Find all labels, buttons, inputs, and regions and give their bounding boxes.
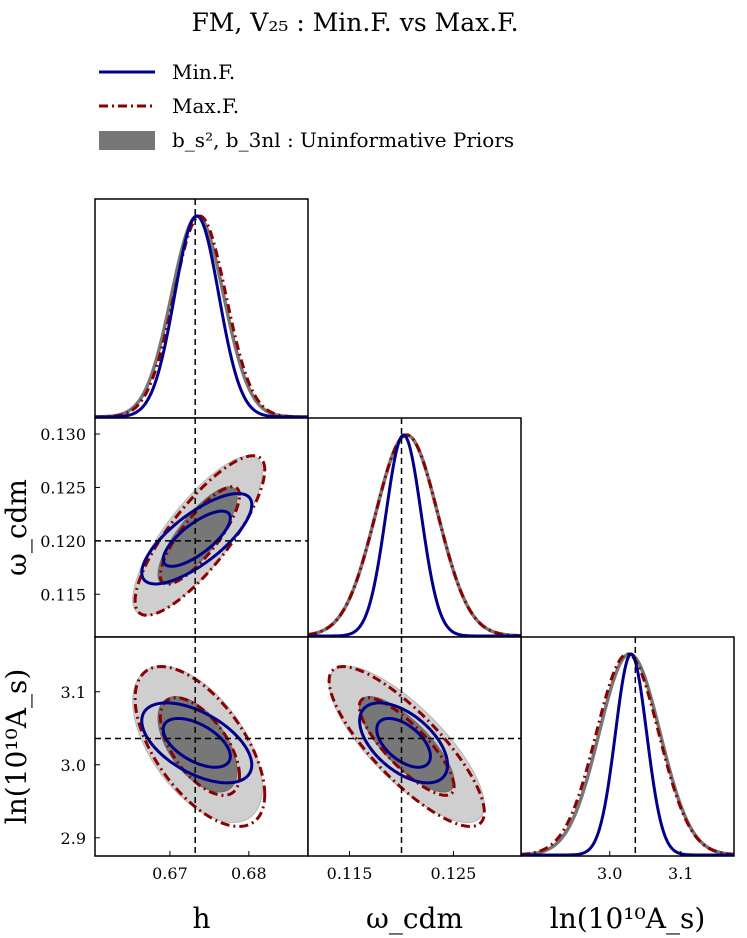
panel-bg: [308, 418, 521, 637]
legend-swatch-uninformative: [99, 131, 155, 150]
panel-2d-omega_cdm-ln10As: [307, 636, 522, 857]
contour-68: [158, 696, 241, 797]
x-tick-label: 0.68: [231, 864, 267, 883]
legend-label: b_s², b_3nl : Uninformative Priors: [172, 128, 514, 152]
x-tick-label: 0.67: [152, 864, 188, 883]
legend-label: Min.F.: [172, 60, 235, 84]
pdf-curve: [307, 433, 522, 638]
panel-1d-omega_cdm: [307, 417, 522, 638]
contours: [327, 665, 486, 828]
y-tick-label: 0.130: [40, 425, 86, 444]
y-axis-label-omega_cdm: ω_cdm: [0, 479, 33, 576]
y-axis-label-ln10As: ln(10¹⁰A_s): [0, 669, 33, 825]
x-tick-label: 3.0: [597, 864, 622, 883]
contours: [132, 665, 267, 828]
pdf-curve: [94, 214, 308, 419]
pdf-curve: [520, 652, 735, 856]
panel-2d-h-ln10As: [94, 636, 309, 857]
panel-2d-h-omega_cdm: [94, 417, 309, 638]
y-tick-label: 3.1: [61, 683, 86, 702]
contour-95: [133, 665, 267, 828]
x-axis-label-h: h: [192, 902, 210, 935]
tick-labels: 0.67 0.68 0.115 0.125 3.0 3.1 0.115 0.120 0.125 0…: [40, 425, 693, 883]
panel-1d-ln10As: [520, 636, 735, 857]
contour-95: [133, 454, 267, 617]
legend: Min.F. Max.F. b_s², b_3nl : Uninformative …: [99, 60, 514, 152]
contour-68: [375, 716, 432, 769]
chart-title-group: FM, V₂₅ : Min.F. vs Max.F.: [191, 8, 518, 37]
contour-68: [161, 716, 232, 769]
contour-95: [140, 701, 254, 785]
y-tick-label: 0.120: [40, 532, 86, 551]
pdf-curve: [94, 214, 308, 419]
x-tick-label: 0.115: [327, 864, 373, 883]
panel-bg: [95, 199, 308, 418]
panels: [94, 198, 735, 857]
contour-95: [140, 491, 254, 586]
contour-95: [358, 701, 450, 785]
y-tick-label: 0.125: [40, 478, 86, 497]
pdf-curve: [521, 652, 734, 857]
x-tick-label: 0.125: [431, 864, 477, 883]
panel-frame: [307, 636, 522, 857]
pdf-curve: [308, 433, 521, 638]
x-tick-label: 3.1: [668, 864, 693, 883]
chart-title: FM, V₂₅ : Min.F. vs Max.F.: [191, 8, 518, 37]
panel-bg: [521, 637, 734, 856]
y-tick-label: 3.0: [61, 756, 86, 775]
x-axis-label-omega_cdm: ω_cdm: [366, 902, 463, 935]
contour-95: [327, 665, 486, 828]
y-tick-label: 2.9: [61, 829, 86, 848]
contours: [132, 454, 267, 617]
panel-1d-h: [94, 198, 309, 419]
axis-labels: h ω_cdm ln(10¹⁰A_s) ω_cdm ln(10¹⁰A_s): [0, 479, 705, 935]
legend-label: Max.F.: [172, 94, 239, 118]
x-axis-label-ln10As: ln(10¹⁰A_s): [550, 902, 706, 935]
y-tick-label: 0.115: [40, 585, 86, 604]
contour-68: [161, 509, 232, 568]
